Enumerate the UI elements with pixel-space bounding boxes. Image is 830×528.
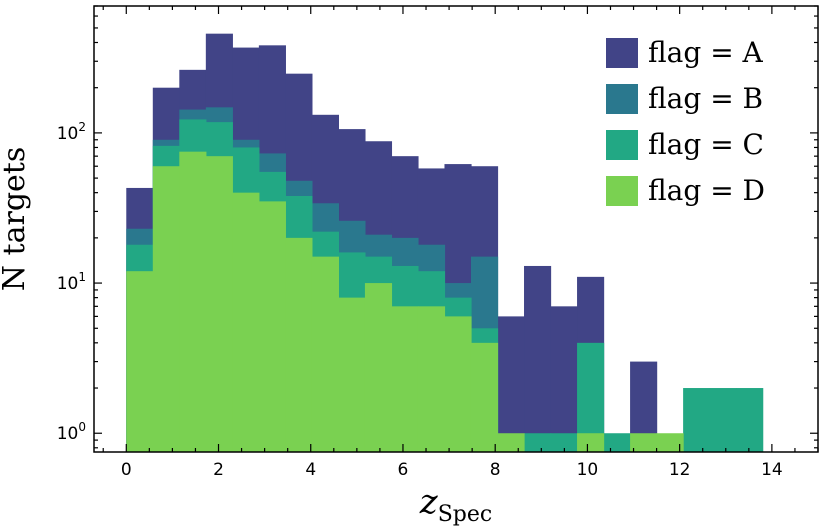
bar-flag-d-bin-19 — [630, 433, 658, 452]
x-tick-label: 8 — [490, 460, 501, 480]
bar-flag-d-bin-20 — [656, 433, 684, 452]
x-tick-label: 0 — [121, 460, 132, 480]
bar-flag-c-bin-23 — [736, 388, 764, 452]
x-axis-label: zSpec — [419, 482, 492, 527]
bar-flag-d-bin-9 — [364, 283, 393, 452]
x-tick-label: 10 — [577, 460, 599, 480]
bar-flag-d-bin-11 — [417, 306, 446, 452]
bar-flag-c-bin-16 — [550, 433, 578, 452]
bar-flag-d-bin-10 — [391, 306, 419, 452]
bar-flag-d-bin-0 — [126, 271, 154, 452]
bar-flag-d-bin-6 — [285, 237, 313, 452]
x-tick-label: 12 — [669, 460, 691, 480]
y-ticks: 100 101 102 — [57, 5, 818, 449]
bar-flag-a-bin-15 — [524, 265, 552, 452]
x-tick-label: 6 — [398, 460, 409, 480]
legend-label-flag-c: flag = C — [648, 128, 764, 161]
bar-flag-d-bin-12 — [444, 316, 472, 452]
bar-flag-c-bin-15 — [524, 433, 552, 452]
x-axis-label-main: z — [419, 482, 439, 522]
bar-flag-d-bin-4 — [232, 192, 260, 452]
bar-flag-d-bin-2 — [179, 151, 207, 452]
legend-swatch-flag-c — [606, 130, 638, 160]
x-tick-label: 2 — [213, 460, 224, 480]
x-axis-label-sub: Spec — [438, 502, 493, 527]
y-tick-label: 102 — [57, 120, 86, 144]
legend-label-flag-b: flag = B — [648, 82, 763, 115]
legend-swatch-flag-d — [606, 176, 638, 206]
bar-flag-c-bin-18 — [603, 433, 631, 452]
bar-flag-a-bin-14 — [497, 316, 525, 452]
bar-flag-c-bin-21 — [683, 388, 711, 452]
bar-flag-d-bin-13 — [470, 342, 499, 452]
bar-flag-c-bin-22 — [709, 388, 737, 452]
bar-flag-d-bin-8 — [338, 297, 366, 452]
legend-label-flag-a: flag = A — [648, 36, 764, 69]
bar-flag-d-bin-1 — [152, 166, 180, 452]
bar-flag-d-bin-7 — [311, 256, 340, 452]
legend-label-flag-d: flag = D — [648, 174, 765, 207]
legend: flag = A flag = B flag = C flag = D — [606, 36, 765, 207]
legend-swatch-flag-a — [606, 38, 638, 68]
bar-flag-d-bin-5 — [258, 201, 286, 452]
bar-flag-d-bin-14 — [497, 433, 525, 452]
y-axis-label: N targets — [0, 147, 32, 291]
bar-flag-a-bin-16 — [550, 306, 578, 452]
x-ticks: 0 2 4 6 8 10 12 14 — [102, 6, 819, 480]
x-tick-label: 14 — [761, 460, 783, 480]
plot-frame — [93, 5, 819, 453]
bars-layer — [126, 33, 764, 453]
bar-flag-d-bin-17 — [577, 433, 605, 452]
y-tick-label: 101 — [57, 270, 86, 294]
x-tick-label: 4 — [305, 460, 316, 480]
bar-flag-d-bin-3 — [205, 156, 233, 452]
y-tick-label: 100 — [57, 420, 86, 444]
legend-swatch-flag-b — [606, 84, 638, 114]
